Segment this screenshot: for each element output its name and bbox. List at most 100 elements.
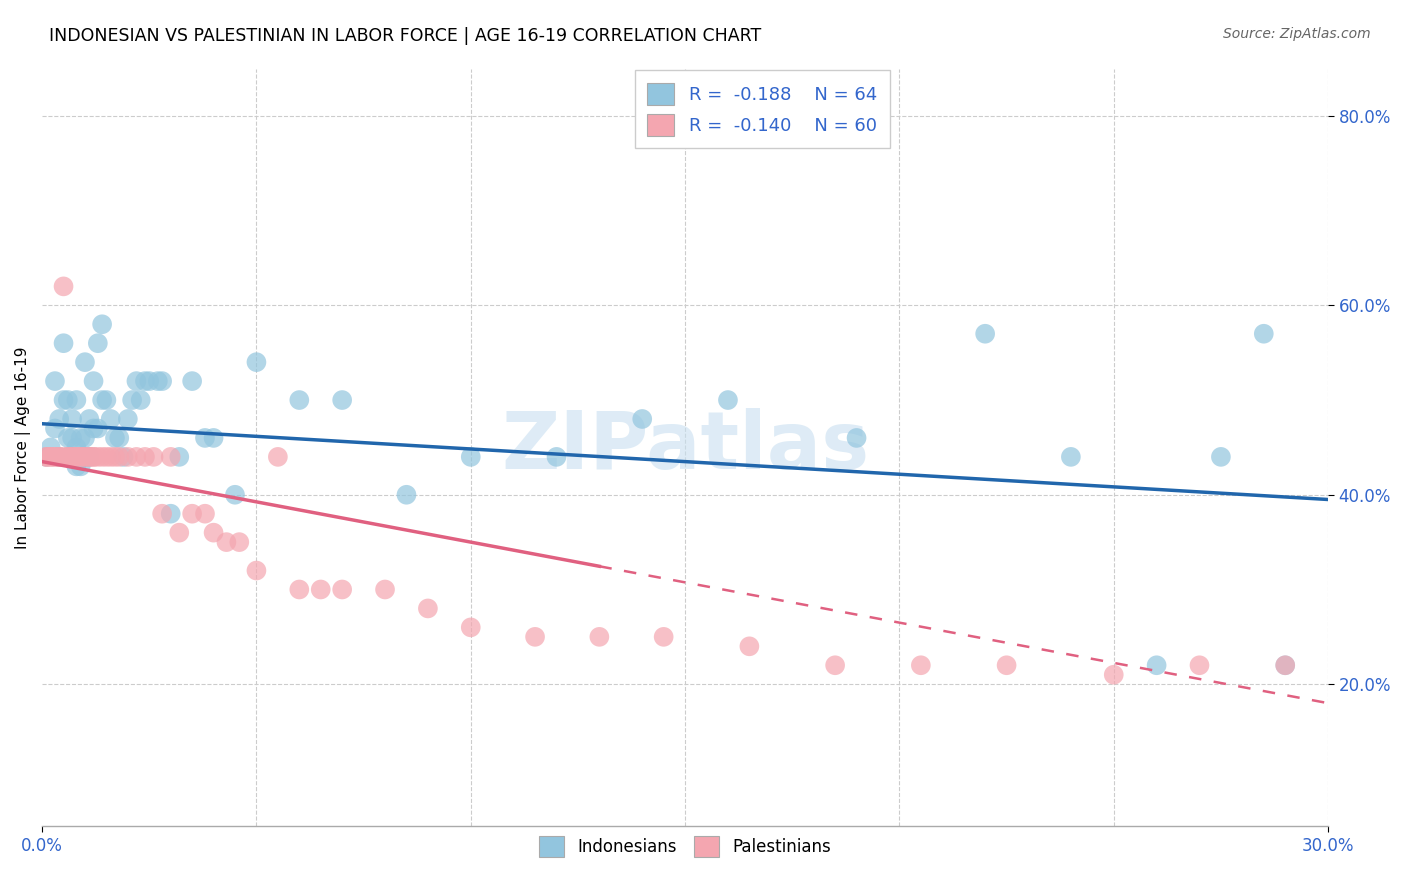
Point xyxy=(91,318,114,332)
Point xyxy=(48,450,70,464)
Point xyxy=(309,582,332,597)
Point xyxy=(129,392,152,407)
Point xyxy=(1253,326,1275,341)
Point xyxy=(52,336,75,351)
Point xyxy=(1060,450,1083,464)
Point xyxy=(56,392,79,407)
Point xyxy=(1188,658,1211,673)
Point xyxy=(69,459,91,474)
Point xyxy=(56,450,79,464)
Point xyxy=(77,450,100,464)
Point xyxy=(73,355,96,369)
Point xyxy=(96,392,118,407)
Point xyxy=(104,431,127,445)
Point xyxy=(134,374,156,388)
Point xyxy=(77,412,100,426)
Point xyxy=(150,374,173,388)
Point xyxy=(83,421,105,435)
Point xyxy=(83,450,105,464)
Point xyxy=(87,421,110,435)
Point xyxy=(65,450,87,464)
Point xyxy=(60,450,83,464)
Text: Source: ZipAtlas.com: Source: ZipAtlas.com xyxy=(1223,27,1371,41)
Point xyxy=(1274,658,1296,673)
Point xyxy=(35,450,58,464)
Point xyxy=(194,507,217,521)
Point xyxy=(146,374,169,388)
Point xyxy=(87,336,110,351)
Point xyxy=(65,459,87,474)
Point xyxy=(202,525,225,540)
Point xyxy=(974,326,997,341)
Point xyxy=(108,431,131,445)
Point xyxy=(69,450,91,464)
Point xyxy=(39,450,62,464)
Point xyxy=(460,450,482,464)
Point xyxy=(169,450,191,464)
Point xyxy=(108,450,131,464)
Point xyxy=(330,392,353,407)
Point xyxy=(60,431,83,445)
Point xyxy=(44,421,66,435)
Point xyxy=(48,450,70,464)
Point xyxy=(138,374,160,388)
Point xyxy=(1274,658,1296,673)
Point xyxy=(717,392,740,407)
Point xyxy=(588,630,610,644)
Point xyxy=(100,412,122,426)
Point xyxy=(652,630,675,644)
Point xyxy=(181,507,204,521)
Point xyxy=(150,507,173,521)
Point xyxy=(117,412,139,426)
Point xyxy=(194,431,217,445)
Point xyxy=(91,392,114,407)
Point xyxy=(288,582,311,597)
Point xyxy=(215,535,238,549)
Point xyxy=(65,450,87,464)
Point xyxy=(1146,658,1168,673)
Point xyxy=(44,450,66,464)
Y-axis label: In Labor Force | Age 16-19: In Labor Force | Age 16-19 xyxy=(15,346,31,549)
Point xyxy=(56,450,79,464)
Legend: Indonesians, Palestinians: Indonesians, Palestinians xyxy=(533,830,838,863)
Point xyxy=(69,431,91,445)
Point xyxy=(159,450,181,464)
Point xyxy=(202,431,225,445)
Point xyxy=(73,450,96,464)
Point xyxy=(112,450,135,464)
Point xyxy=(845,431,868,445)
Point xyxy=(100,450,122,464)
Point xyxy=(83,374,105,388)
Point xyxy=(245,355,267,369)
Point xyxy=(824,658,846,673)
Text: INDONESIAN VS PALESTINIAN IN LABOR FORCE | AGE 16-19 CORRELATION CHART: INDONESIAN VS PALESTINIAN IN LABOR FORCE… xyxy=(49,27,762,45)
Point xyxy=(738,640,761,654)
Point xyxy=(44,374,66,388)
Point xyxy=(224,488,246,502)
Point xyxy=(104,450,127,464)
Point xyxy=(125,374,148,388)
Point xyxy=(995,658,1018,673)
Point xyxy=(181,374,204,388)
Point xyxy=(546,450,568,464)
Point xyxy=(395,488,418,502)
Point xyxy=(52,279,75,293)
Point xyxy=(125,450,148,464)
Point xyxy=(288,392,311,407)
Point xyxy=(1209,450,1232,464)
Point xyxy=(910,658,932,673)
Point xyxy=(52,392,75,407)
Point xyxy=(121,392,143,407)
Point xyxy=(73,431,96,445)
Point xyxy=(631,412,654,426)
Point xyxy=(245,564,267,578)
Point xyxy=(96,450,118,464)
Point xyxy=(44,450,66,464)
Point xyxy=(416,601,439,615)
Point xyxy=(77,450,100,464)
Point xyxy=(69,450,91,464)
Point xyxy=(134,450,156,464)
Point xyxy=(1102,667,1125,681)
Point xyxy=(35,450,58,464)
Point xyxy=(330,582,353,597)
